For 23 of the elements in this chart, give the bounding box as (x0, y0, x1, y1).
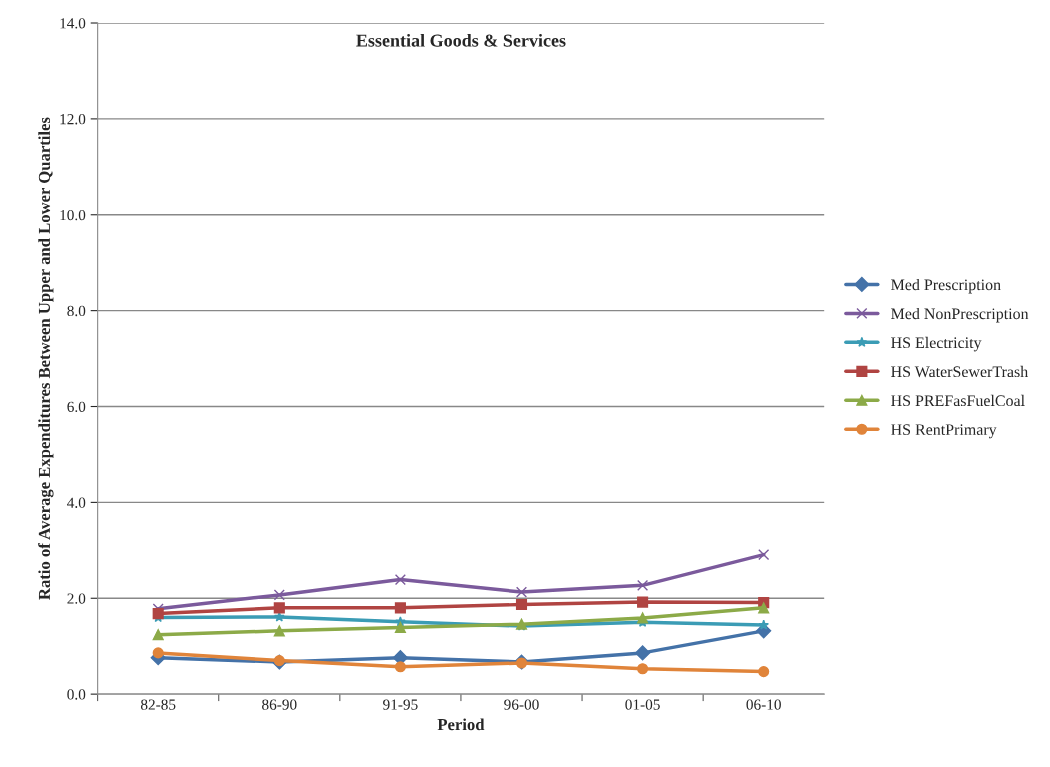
y-tick-label: 0.0 (67, 689, 86, 700)
legend-label: HS Electricity (891, 336, 982, 352)
x-tick-label: 01-05 (625, 699, 660, 710)
y-tick-label: 4.0 (67, 497, 86, 508)
legend-label: Med Prescription (891, 278, 1001, 294)
legend-label: HS PREFasFuelCoal (891, 394, 1025, 407)
y-tick-label: 6.0 (67, 401, 86, 413)
y-tick-label: 10.0 (60, 209, 86, 221)
y-tick-label: 2.0 (67, 593, 86, 604)
x-tick-label: 86-90 (262, 699, 297, 710)
x-tick-label: 06-10 (746, 699, 781, 710)
legend-label: HS WaterSewerTrash (891, 365, 1028, 378)
legend-label: HS RentPrimary (891, 424, 997, 439)
x-tick-label: 91-95 (383, 699, 418, 710)
y-tick-label: 14.0 (60, 18, 86, 29)
chart-title: Essential Goods & Services (356, 33, 566, 47)
x-tick-label: 82-85 (140, 699, 176, 710)
y-tick-label: 12.0 (60, 114, 86, 125)
legend-label: Med NonPrescription (891, 307, 1029, 323)
y-axis-title: Ratio of Average Expenditures Between Upper and Lower Quartiles (38, 117, 54, 600)
y-tick-label: 8.0 (67, 305, 86, 317)
x-axis-title: Period (437, 718, 485, 731)
x-tick-label: 96-00 (504, 699, 539, 710)
